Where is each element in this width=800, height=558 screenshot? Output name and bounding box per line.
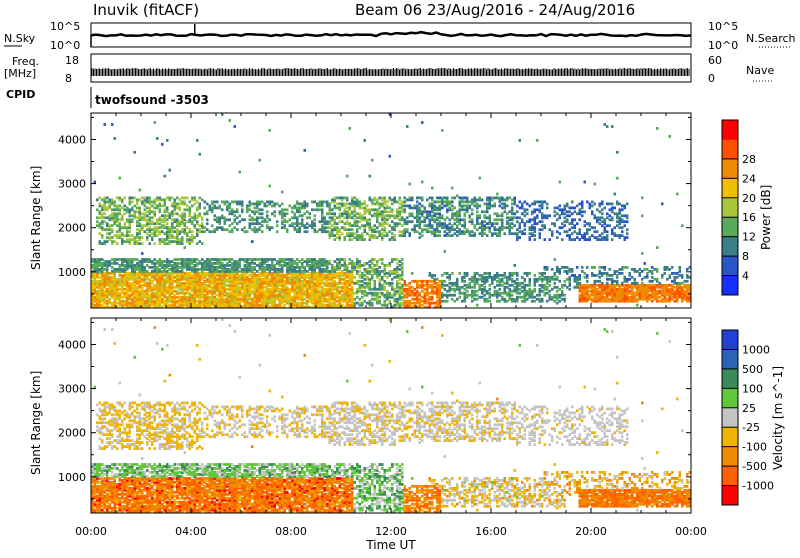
colorbar-tick-label: 4: [742, 270, 749, 283]
freq-tick-bottom: 8: [65, 72, 72, 85]
colorbar-tick-label: 12: [742, 231, 756, 244]
colorbar-swatch: [722, 388, 738, 408]
colorbar-swatch: [722, 447, 738, 467]
power-panel: 1000 2000 3000 4000 Slant Range [km]: [29, 113, 691, 309]
y-tick-label: 4000: [58, 338, 86, 351]
colorbar-swatch: [722, 256, 738, 276]
velocity-colorbar: 1000 500 100 25 -25 -100 -500 -1000: [722, 330, 774, 505]
colorbar-tick-label: -1000: [742, 480, 774, 493]
nsky-tick-bottom: 10^0: [50, 39, 80, 52]
y-tick-label: 4000: [58, 133, 86, 146]
x-tick-label: 04:00: [175, 525, 207, 538]
colorbar-swatch: [722, 217, 738, 237]
y-tick-label: 3000: [58, 178, 86, 191]
colorbar-swatch: [722, 349, 738, 369]
colorbar-swatch: [722, 486, 738, 506]
y-tick-label: 1000: [58, 471, 86, 484]
colorbar-swatch: [722, 408, 738, 428]
nave-label: Nave: [746, 64, 774, 77]
nave-tick-top: 60: [708, 54, 722, 67]
nsky-tick-top: 10^5: [50, 20, 80, 33]
colorbar-tick-label: 1000: [742, 343, 770, 356]
nsearch-label: N.Search: [746, 32, 796, 45]
x-tick-labels: 00:00 04:00 08:00 12:00 16:00 20:00 00:00: [75, 525, 707, 538]
colorbar-swatch: [722, 330, 738, 350]
colorbar-swatch: [722, 369, 738, 389]
velocity-ylabel: Slant Range [km]: [29, 371, 43, 475]
colorbar-swatch: [722, 427, 738, 447]
x-tick-label: 20:00: [575, 525, 607, 538]
power-colorbar-label: Power [dB]: [759, 185, 773, 250]
colorbar-tick-label: 20: [742, 192, 756, 205]
cpid-label: CPID: [6, 88, 35, 101]
x-tick-label: 12:00: [375, 525, 407, 538]
nsearch-tick-bottom: 10^0: [708, 39, 738, 52]
colorbar-tick-label: 28: [742, 153, 756, 166]
nave-tick-bottom: 0: [708, 72, 715, 85]
x-tick-label: 00:00: [675, 525, 707, 538]
freq-strip: Freq. [MHz] 18 8 60 0 Nave: [4, 54, 774, 85]
colorbar-tick-label: -100: [742, 441, 767, 454]
y-tick-label: 3000: [58, 383, 86, 396]
colorbar-tick-label: -25: [742, 421, 760, 434]
colorbar-tick-label: 25: [742, 402, 756, 415]
power-ylabel: Slant Range [km]: [29, 166, 43, 270]
colorbar-tick-label: 100: [742, 382, 763, 395]
x-tick-label: 16:00: [475, 525, 507, 538]
x-tick-label: 00:00: [75, 525, 107, 538]
colorbar-tick-label: 16: [742, 211, 756, 224]
colorbar-swatch: [722, 120, 738, 140]
colorbar-tick-label: 500: [742, 363, 763, 376]
nsky-label: N.Sky: [4, 32, 36, 45]
colorbar-swatch: [722, 139, 738, 159]
freq-unit: [MHz]: [4, 67, 36, 80]
x-tick-label: 08:00: [275, 525, 307, 538]
colorbar-swatch: [722, 178, 738, 198]
y-tick-label: 2000: [58, 222, 86, 235]
colorbar-swatch: [722, 276, 738, 296]
velocity-colorbar-label: Velocity [m s^-1]: [771, 366, 785, 470]
station-title: Inuvik (fitACF): [93, 1, 199, 19]
y-tick-label: 2000: [58, 427, 86, 440]
colorbar-tick-label: 24: [742, 172, 756, 185]
x-axis-label: Time UT: [365, 538, 416, 552]
colorbar-swatch: [722, 198, 738, 218]
colorbar-tick-label: 8: [742, 250, 749, 263]
velocity-panel: 1000 2000 3000 4000 Slant Range [km]: [29, 318, 691, 514]
nsearch-tick-top: 10^5: [708, 20, 738, 33]
power-colorbar: 4 8 12 16 20 24 28: [722, 120, 756, 295]
nsky-strip: N.Sky 10^5 10^0 10^5 10^0 N.Search: [4, 20, 796, 52]
cpid-value: twofsound -3503: [95, 93, 209, 107]
beam-date-title: Beam 06 23/Aug/2016 - 24/Aug/2016: [355, 1, 635, 19]
colorbar-tick-label: -500: [742, 460, 767, 473]
colorbar-swatch: [722, 237, 738, 257]
y-tick-label: 1000: [58, 266, 86, 279]
colorbar-swatch: [722, 159, 738, 179]
colorbar-swatch: [722, 466, 738, 486]
freq-tick-top: 18: [65, 54, 79, 67]
